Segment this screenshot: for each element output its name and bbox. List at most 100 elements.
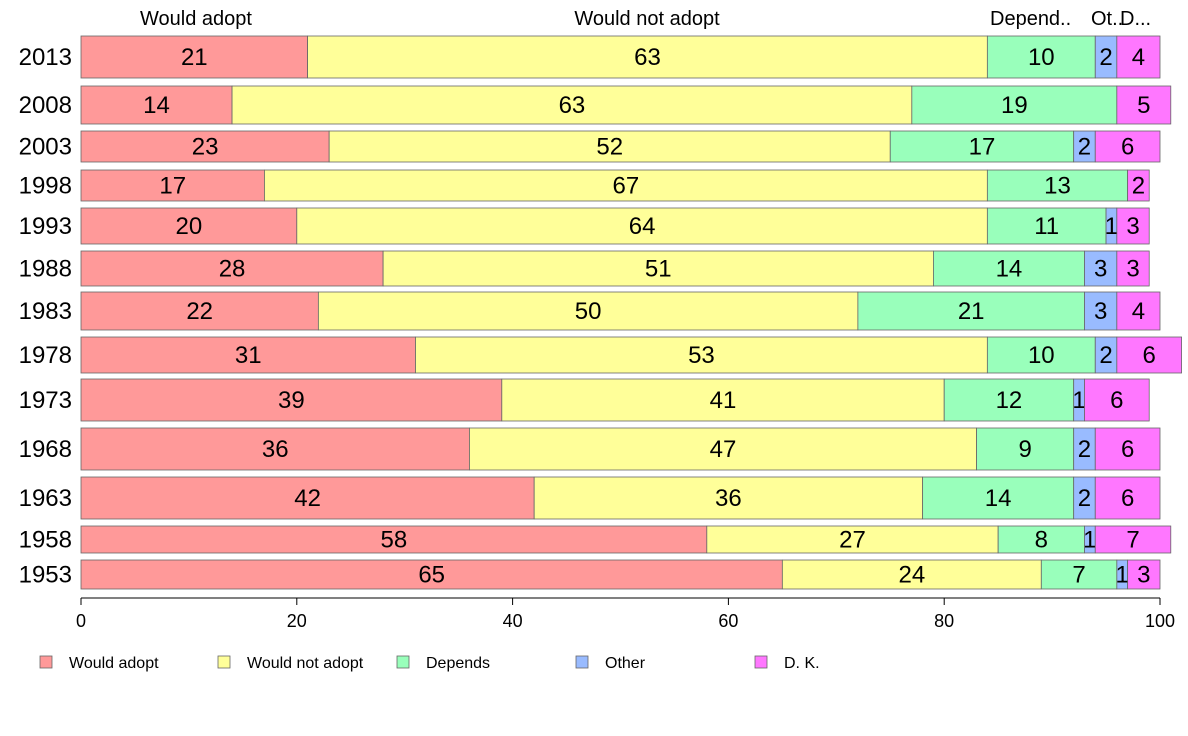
bar-segment: [415, 336, 988, 374]
bar-segment: [382, 250, 934, 287]
data-label: 5: [1137, 92, 1150, 119]
data-label: 2: [1078, 485, 1091, 512]
bar-segment: [943, 378, 1075, 422]
data-label: 21: [181, 44, 208, 71]
bar-segment: [469, 427, 977, 471]
legend-swatch: [754, 655, 768, 669]
bar-row-1988: 28 51 14 3 3: [80, 250, 1150, 287]
x-tick-label: 60: [718, 611, 738, 631]
bar-row-2013: 21 63 10 2 4: [80, 35, 1161, 79]
column-header: Ot..: [1091, 8, 1123, 30]
data-label: 67: [613, 173, 640, 200]
column-header: Depend..: [990, 8, 1071, 30]
bar-segment: [1040, 559, 1118, 590]
category-label: 1983: [19, 298, 72, 325]
data-label: 6: [1121, 485, 1134, 512]
bar-segment: [1116, 291, 1161, 331]
data-label: 41: [710, 387, 737, 414]
bar-segment: [80, 291, 319, 331]
legend-label: Other: [605, 655, 646, 672]
data-label: 3: [1094, 256, 1107, 283]
data-label: 4: [1132, 298, 1145, 325]
bar-segment: [80, 559, 783, 590]
legend-label: D. K.: [784, 655, 820, 672]
bar-segment: [1084, 291, 1118, 331]
category-label: 1968: [19, 436, 72, 463]
data-label: 1: [1083, 527, 1096, 554]
bar-segment: [317, 291, 859, 331]
data-label: 7: [1072, 562, 1085, 589]
data-label: 52: [596, 134, 623, 161]
bar-segment: [889, 130, 1075, 163]
data-label: 3: [1137, 562, 1150, 589]
year-labels: 2013 2008 2003 1998 1993 1988 1983 1978 1973 1968…: [19, 44, 72, 589]
bar-segment: [80, 427, 470, 471]
data-label: 3: [1126, 213, 1139, 240]
bar-segment: [1094, 130, 1161, 163]
category-label: 1963: [19, 485, 72, 512]
bar-segment: [933, 250, 1085, 287]
bar-segment: [80, 169, 265, 202]
legend-swatch: [396, 655, 410, 669]
category-label: 2003: [19, 134, 72, 161]
bars: 21 63 10 2 414 63 19 523 52 17 2 617 67 13 220 64 11 1 328…: [80, 35, 1182, 590]
category-label: 1973: [19, 387, 72, 414]
x-axis: 0 20 40 60 80 100: [76, 597, 1175, 631]
bar-row-1973: 39 41 12 1 6: [80, 378, 1150, 422]
data-label: 6: [1121, 436, 1134, 463]
bar-segment: [1116, 207, 1150, 245]
data-label: 39: [278, 387, 305, 414]
bar-segment: [986, 35, 1096, 79]
legend-swatch: [217, 655, 231, 669]
data-label: 42: [294, 485, 321, 512]
legend-item: Other: [575, 655, 646, 672]
bar-row-2003: 23 52 17 2 6: [80, 130, 1161, 163]
data-label: 3: [1094, 298, 1107, 325]
data-label: 36: [715, 485, 742, 512]
bar-segment: [80, 85, 233, 125]
bar-segment: [80, 525, 708, 554]
data-label: 7: [1126, 527, 1139, 554]
bar-segment: [80, 378, 503, 422]
bar-segment: [911, 85, 1118, 125]
bar-segment: [1094, 525, 1172, 554]
bar-segment: [1116, 85, 1172, 125]
legend-label: Would adopt: [69, 655, 159, 672]
category-label: 1988: [19, 256, 72, 283]
legend: Would adopt Would not adopt Depends Other D.…: [39, 655, 820, 672]
data-label: 2: [1132, 173, 1145, 200]
data-label: 2: [1099, 44, 1112, 71]
bar-segment: [976, 427, 1075, 471]
category-label: 1993: [19, 213, 72, 240]
data-label: 14: [996, 256, 1023, 283]
data-label: 3: [1126, 256, 1139, 283]
column-header: Would not adopt: [574, 8, 720, 30]
bar-segment: [706, 525, 999, 554]
data-label: 28: [219, 256, 246, 283]
category-label: 1953: [19, 562, 72, 589]
data-label: 36: [262, 436, 289, 463]
data-label: 65: [418, 562, 445, 589]
bar-segment: [1094, 476, 1161, 520]
data-label: 6: [1110, 387, 1123, 414]
bar-segment: [80, 207, 298, 245]
data-label: 17: [159, 173, 186, 200]
bar-row-2008: 14 63 19 5: [80, 85, 1172, 125]
bar-segment: [231, 85, 913, 125]
bar-row-1983: 22 50 21 3 4: [80, 291, 1161, 331]
data-label: 21: [958, 298, 985, 325]
bar-segment: [80, 35, 308, 79]
x-tick-label: 40: [503, 611, 523, 631]
data-label: 6: [1121, 134, 1134, 161]
data-label: 27: [839, 527, 866, 554]
bar-segment: [296, 207, 988, 245]
legend-label: Would not adopt: [247, 655, 364, 672]
bar-segment: [328, 130, 891, 163]
x-tick-label: 100: [1145, 611, 1175, 631]
bar-segment: [1116, 336, 1182, 374]
data-label: 9: [1018, 436, 1031, 463]
data-label: 20: [176, 213, 203, 240]
data-label: 10: [1028, 44, 1055, 71]
bar-segment: [1084, 378, 1150, 422]
